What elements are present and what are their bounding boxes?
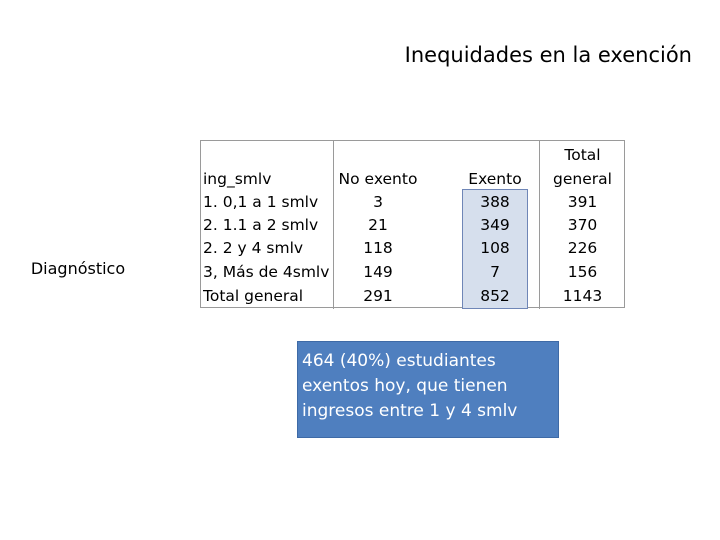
row-no-exento: 21 — [368, 216, 388, 234]
callout-note: 464 (40%) estudiantes exentos hoy, que t… — [297, 341, 559, 438]
header-exento: Exento — [468, 170, 522, 188]
label-column-border — [201, 141, 334, 309]
row-exento: 349 — [480, 216, 510, 234]
row-total: 391 — [567, 193, 598, 211]
row-total: 370 — [567, 216, 598, 234]
row-exento: 7 — [490, 263, 500, 281]
row-exento: 108 — [480, 239, 510, 257]
row-label: Total general — [203, 287, 304, 305]
row-label: 2. 2 y 4 smlv — [203, 239, 304, 257]
header-total-line2: general — [553, 170, 612, 188]
header-no-exento: No exento — [338, 170, 418, 188]
side-label: Diagnóstico — [30, 259, 126, 278]
row-no-exento: 118 — [363, 239, 393, 257]
row-total: 1143 — [562, 287, 603, 305]
row-label: 3, Más de 4smlv — [203, 263, 330, 281]
row-label: 1. 0,1 a 1 smlv — [203, 193, 319, 211]
row-exento: 388 — [480, 193, 510, 211]
row-no-exento: 3 — [373, 193, 383, 211]
slide-title: Inequidades en la exención — [404, 43, 692, 67]
total-column-border — [539, 141, 626, 309]
row-no-exento: 291 — [363, 287, 393, 305]
header-total-line1: Total — [564, 146, 601, 164]
row-total: 226 — [567, 239, 598, 257]
row-total: 156 — [567, 263, 598, 281]
row-no-exento: 149 — [363, 263, 393, 281]
row-exento: 852 — [480, 287, 510, 305]
row-label: 2. 1.1 a 2 smlv — [203, 216, 319, 234]
exento-highlight — [462, 189, 528, 309]
pivot-table: ing_smlv No exento Exento Total general … — [200, 140, 626, 309]
header-label: ing_smlv — [203, 170, 272, 188]
